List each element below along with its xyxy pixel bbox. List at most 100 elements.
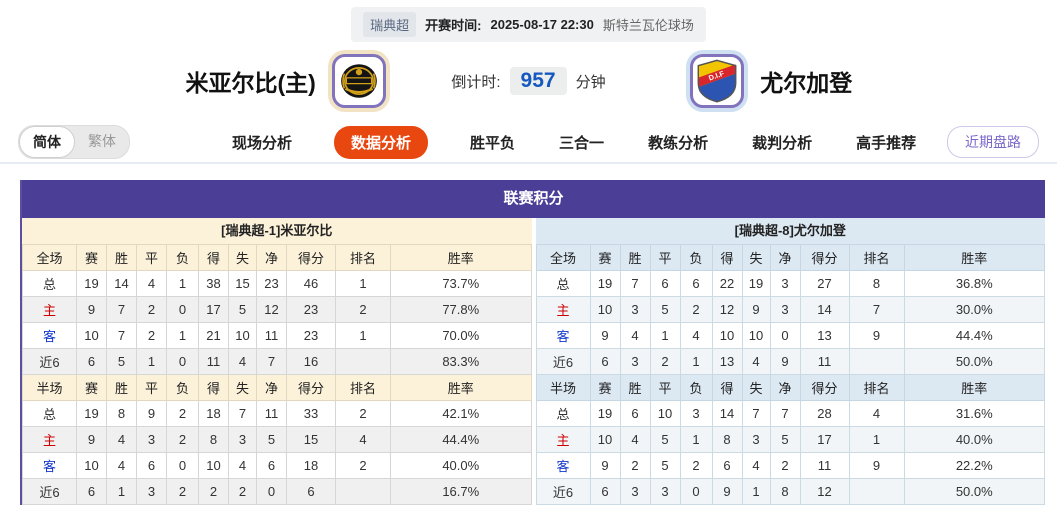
home-team: 米亚尔比(主)	[120, 54, 451, 108]
cell: 2	[166, 426, 199, 453]
column-header: 净	[769, 244, 801, 271]
cell: 6	[711, 452, 743, 479]
column-header: 得	[711, 244, 743, 271]
cell: 2	[136, 322, 167, 349]
cell: 9	[589, 452, 621, 479]
cell: 2	[166, 478, 199, 505]
cell: 19	[741, 270, 771, 297]
cell	[848, 478, 905, 505]
cell: 10	[589, 296, 621, 323]
cell: 7	[228, 400, 257, 427]
cell: 2	[619, 452, 651, 479]
column-header-row: 全场赛胜平负得失净得分 排名 胜率	[535, 244, 1045, 271]
nav-tab-1[interactable]: 现场分析	[232, 134, 293, 152]
table-row: 近6 6 3 3 0 9 1 8 12 50.0%	[535, 478, 1045, 505]
lang-traditional-button[interactable]: 繁体	[88, 133, 116, 149]
cell	[335, 478, 391, 505]
cell: 5	[649, 426, 681, 453]
cell: 6	[589, 348, 621, 375]
row-label: 客	[22, 322, 77, 349]
cell: 10	[741, 322, 771, 349]
cell: 11	[799, 348, 850, 375]
cell: 6	[619, 400, 651, 427]
row-label: 客	[535, 322, 591, 349]
cell: 33	[286, 400, 336, 427]
table-row: 主 9 7 2 0 17 5 12 23 2 77.8%	[22, 296, 532, 323]
cell: 10	[649, 400, 681, 427]
cell: 16.7%	[390, 478, 532, 505]
cell: 46	[286, 270, 336, 297]
league-points-section: 联赛积分 [瑞典超-1]米亚尔比 [瑞典超-8]尤尔加登 全场赛胜平负得失净得分…	[20, 180, 1045, 505]
column-header: 全场	[22, 244, 77, 271]
cell: 70.0%	[390, 322, 532, 349]
cell: 3	[741, 426, 771, 453]
column-header: 赛	[76, 374, 107, 401]
row-label: 近6	[535, 348, 591, 375]
nav-tab-6[interactable]: 裁判分析	[752, 134, 813, 152]
column-header-row: 全场赛胜平负得失净得分 排名 胜率	[22, 244, 532, 271]
away-team: D.I.F 尤尔加登	[606, 54, 937, 108]
home-team-logo-icon	[331, 54, 386, 108]
cell: 10	[228, 322, 257, 349]
cell: 4	[619, 426, 651, 453]
table-row: 客 9 2 5 2 6 4 2 11 9 22.2%	[535, 452, 1045, 479]
cell: 6	[76, 478, 107, 505]
cell: 4	[335, 426, 391, 453]
cell: 1	[679, 426, 713, 453]
table-row: 近6 6 3 2 1 13 4 9 11 50.0%	[535, 348, 1045, 375]
cell: 1	[166, 270, 199, 297]
cell: 1	[741, 478, 771, 505]
cell: 3	[228, 426, 257, 453]
top-info-bar: 瑞典超 开赛时间: 2025-08-17 22:30 斯特兰瓦伦球场	[0, 0, 1057, 42]
cell: 3	[619, 478, 651, 505]
column-header: 胜率	[903, 244, 1045, 271]
row-label: 客	[22, 452, 77, 479]
column-header: 得	[198, 244, 229, 271]
venue-name: 斯特兰瓦伦球场	[602, 18, 694, 33]
column-header: 排名	[335, 244, 391, 271]
cell: 9	[136, 400, 167, 427]
column-header: 胜率	[390, 244, 532, 271]
cell: 3	[649, 478, 681, 505]
cell: 4	[136, 270, 167, 297]
cell: 12	[711, 296, 743, 323]
nav-tab-7[interactable]: 高手推荐	[856, 134, 917, 152]
cell: 10	[589, 426, 621, 453]
cell: 23	[286, 322, 336, 349]
nav-tab-5[interactable]: 教练分析	[648, 134, 709, 152]
cell: 14	[106, 270, 137, 297]
cell: 9	[711, 478, 743, 505]
away-team-logo-icon: D.I.F	[690, 54, 745, 108]
cell	[848, 348, 905, 375]
cell: 11	[256, 400, 287, 427]
row-label: 主	[22, 426, 77, 453]
cell: 44.4%	[903, 322, 1045, 349]
cell: 30.0%	[903, 296, 1045, 323]
nav-tab-2[interactable]: 数据分析	[334, 125, 429, 159]
column-header-row: 半场赛胜平负得失净得分 排名 胜率	[535, 374, 1045, 401]
nav-tab-4[interactable]: 三合一	[559, 134, 605, 152]
row-label: 总	[22, 400, 77, 427]
recent-trend-button[interactable]: 近期盘路	[947, 126, 1039, 158]
cell: 19	[589, 270, 621, 297]
nav-tab-3[interactable]: 胜平负	[470, 134, 516, 152]
cell: 14	[711, 400, 743, 427]
away-team-name: 尤尔加登	[760, 70, 853, 96]
column-header: 胜率	[903, 374, 1045, 401]
cell: 6	[649, 270, 681, 297]
table-row: 总 19 6 10 3 14 7 7 28 4 31.6%	[535, 400, 1045, 427]
lang-simplified-button[interactable]: 简体	[19, 126, 75, 158]
cell: 11	[256, 322, 287, 349]
row-label: 近6	[22, 478, 77, 505]
cell: 42.1%	[390, 400, 532, 427]
cell: 9	[76, 426, 107, 453]
language-toggle[interactable]: 简体 繁体	[18, 125, 130, 159]
cell: 3	[619, 348, 651, 375]
cell: 4	[848, 400, 905, 427]
column-header: 得	[198, 374, 229, 401]
column-header: 排名	[335, 374, 391, 401]
cell: 4	[106, 426, 137, 453]
cell: 4	[741, 452, 771, 479]
cell: 4	[228, 348, 257, 375]
column-header: 失	[741, 374, 771, 401]
